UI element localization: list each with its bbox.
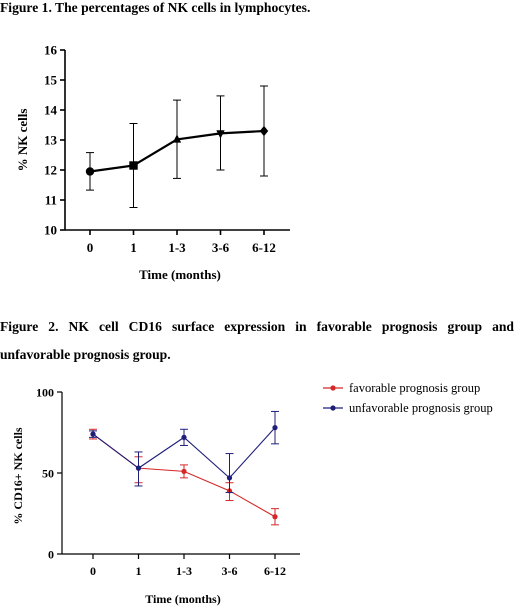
fig1-data-point [129,161,138,170]
fig2-y-axis-label: % CD16+ NK cells [11,427,25,524]
fig2-legend: favorable prognosis group unfavorable pro… [323,381,493,415]
fig2-legend-swatch-marker [330,405,336,411]
fig2-y-tick-label: 50 [42,467,54,481]
fig1-data-point [216,130,225,139]
fig1-x-tick-label: 1 [130,240,137,255]
fig2-x-tick-label: 3-6 [222,564,238,578]
fig2-data-point [272,514,278,520]
fig1-y-tick-label: 12 [44,163,57,178]
fig2-data-point [135,465,142,471]
figure-1-chart: 10 11 12 13 14 15 16 0 1 1-3 3-6 6-12 % NK cells Ti… [15,43,290,282]
fig1-series [85,85,269,208]
fig1-x-tick-label: 1-3 [168,240,186,255]
figure-2-caption: Figure 2. NK cell CD16 surface expressio… [0,319,514,362]
fig1-x-axis-label: Time (months) [139,267,221,282]
fig1-series-0 [85,85,269,208]
fig2-x-tick-label: 0 [90,564,96,578]
fig1-x-tick-label: 3-6 [212,240,230,255]
fig2-axes: 0 50 100 0 1 1-3 3-6 6-12 [36,386,300,578]
fig1-x-tick-label: 0 [87,240,94,255]
fig2-x-tick-label: 6-12 [264,564,286,578]
fig1-y-tick-label: 10 [44,223,57,238]
figure-2-chart: 0 50 100 0 1 1-3 3-6 6-12 favorable prognosis g… [11,381,493,606]
fig2-series-1 [89,410,279,493]
fig1-data-point [85,167,95,176]
fig2-data-point [181,434,187,440]
fig1-y-tick-label: 16 [44,43,58,58]
fig2-legend-item: unfavorable prognosis group [323,401,493,415]
fig2-legend-item: favorable prognosis group [323,381,480,395]
fig1-y-axis-label: % NK cells [15,109,30,172]
fig1-y-tick-label: 13 [44,133,58,148]
fig2-legend-swatch-marker [330,385,336,391]
fig1-y-tick-label: 15 [44,73,58,88]
fig2-data-point [90,431,96,437]
fig2-y-tick-label: 0 [48,548,54,562]
fig1-y-tick-label: 11 [45,193,57,208]
fig2-data-point [226,475,233,481]
fig2-x-axis-label: Time (months) [145,592,220,606]
fig2-data-point [272,425,278,431]
fig1-data-point [172,134,182,143]
fig1-x-tick-label: 6-12 [252,240,276,255]
figure-1-caption: Figure 1. The percentages of NK cells in… [0,0,311,15]
fig2-series [89,410,279,526]
fig1-axes: 10 11 12 13 14 15 16 0 1 1-3 3-6 6-12 [44,43,290,255]
fig2-y-tick-label: 100 [36,386,54,400]
fig1-data-point [259,125,269,137]
fig2-x-tick-label: 1-3 [176,564,192,578]
fig2-x-tick-label: 1 [136,564,142,578]
fig2-legend-label: unfavorable prognosis group [349,401,493,415]
fig2-legend-label: favorable prognosis group [349,381,480,395]
fig2-data-point [181,468,187,474]
fig1-y-tick-label: 14 [44,103,58,118]
